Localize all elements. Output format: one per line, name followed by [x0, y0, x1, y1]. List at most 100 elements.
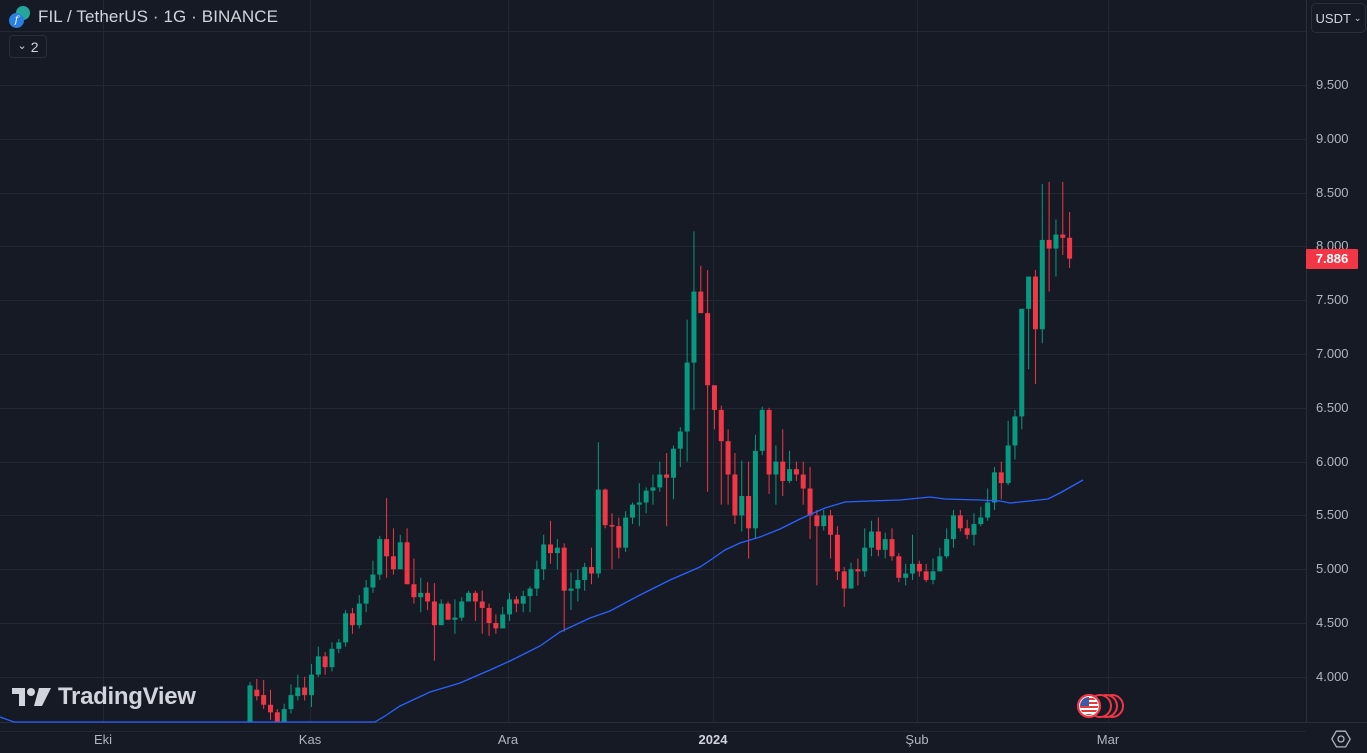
candle — [950, 510, 956, 548]
time-axis-label: 2024 — [698, 732, 728, 747]
candle — [384, 498, 390, 578]
candle — [295, 674, 301, 701]
candle — [397, 534, 403, 570]
candle — [937, 547, 943, 572]
candle — [985, 488, 991, 521]
candle — [322, 652, 328, 675]
price-axis-label: 6.000 — [1316, 453, 1349, 469]
candle — [527, 586, 533, 613]
price-axis-label: 7.500 — [1316, 292, 1349, 308]
candle — [1026, 276, 1032, 370]
indicator-count: 2 — [30, 38, 39, 55]
candle — [1012, 409, 1018, 460]
moving-average-line — [0, 479, 1084, 723]
candle — [315, 646, 321, 677]
candle — [875, 517, 881, 557]
candle — [725, 429, 731, 505]
candle — [582, 562, 588, 591]
candle — [848, 562, 854, 589]
candle — [356, 595, 362, 629]
currency-label: USDT — [1315, 10, 1351, 26]
candle — [513, 596, 519, 613]
candle — [418, 577, 424, 613]
symbol-title[interactable]: FIL / TetherUS · 1G · BINANCE — [38, 7, 279, 26]
candle — [404, 528, 410, 585]
time-axis-label: Şub — [905, 732, 929, 747]
us-flag-economic-events-icon[interactable] — [1076, 693, 1126, 719]
price-axis-label: 8.500 — [1316, 184, 1349, 200]
candle — [910, 534, 916, 580]
candle — [274, 709, 280, 722]
candle — [261, 680, 267, 710]
indicators-collapse-button[interactable]: ⌄ 2 — [9, 35, 47, 58]
candle — [889, 528, 895, 561]
time-axis-label: Mar — [1096, 732, 1120, 747]
filecoin-icon: f — [9, 13, 24, 28]
candle — [841, 567, 847, 607]
candle — [500, 606, 506, 629]
candle — [541, 534, 547, 580]
candle — [705, 270, 711, 492]
candle — [944, 528, 950, 559]
candle — [650, 474, 656, 505]
candle — [589, 547, 594, 585]
candle — [978, 506, 984, 527]
candle — [766, 407, 772, 494]
candle — [636, 483, 642, 527]
candle — [479, 590, 485, 634]
candle — [711, 385, 717, 430]
chevron-down-icon: ⌄ — [17, 40, 27, 52]
candle — [288, 684, 294, 714]
tradingview-logo-icon — [12, 688, 51, 706]
candle — [568, 572, 574, 611]
chevron-down-icon: ⌄ — [1353, 12, 1362, 23]
candle — [302, 676, 308, 701]
candle — [411, 558, 417, 604]
candle — [616, 517, 622, 559]
candlestick-series — [247, 181, 1073, 722]
candle — [862, 528, 868, 577]
candle — [308, 663, 314, 707]
candle — [732, 452, 738, 525]
candle — [814, 510, 820, 586]
candle — [759, 406, 765, 456]
tradingview-logo-text: TradingView — [58, 683, 196, 710]
candle — [718, 405, 724, 505]
candle — [998, 461, 1004, 500]
currency-selector-button[interactable]: USDT ⌄ — [1311, 3, 1366, 33]
candle — [329, 642, 335, 672]
candle — [445, 601, 451, 620]
candle — [691, 231, 697, 410]
candle — [267, 689, 273, 720]
candle — [390, 528, 396, 575]
candle — [486, 603, 492, 636]
candle — [807, 466, 813, 540]
candle — [1019, 308, 1025, 430]
candle — [773, 445, 779, 505]
candle — [370, 560, 376, 593]
candle — [336, 639, 342, 654]
candle — [971, 513, 977, 546]
candle — [746, 461, 752, 559]
candle — [575, 569, 581, 602]
candle — [1046, 181, 1052, 292]
hexagon-settings-icon[interactable] — [1330, 728, 1352, 750]
candle — [602, 488, 608, 529]
candle — [349, 607, 355, 634]
candle — [780, 429, 786, 497]
tradingview-logo[interactable]: TradingView — [12, 683, 196, 711]
candle — [623, 511, 629, 552]
price-axis-label: 9.000 — [1316, 130, 1349, 146]
price-axis-label: 7.000 — [1316, 346, 1349, 361]
price-axis-label: 4.500 — [1316, 615, 1349, 630]
candle — [896, 553, 902, 583]
candle — [1053, 219, 1059, 277]
candle — [431, 583, 437, 661]
candle — [377, 535, 383, 580]
candle — [664, 452, 670, 527]
candle — [554, 539, 560, 570]
chart-grid — [0, 0, 1306, 732]
candle — [595, 442, 601, 578]
candle — [957, 510, 963, 532]
